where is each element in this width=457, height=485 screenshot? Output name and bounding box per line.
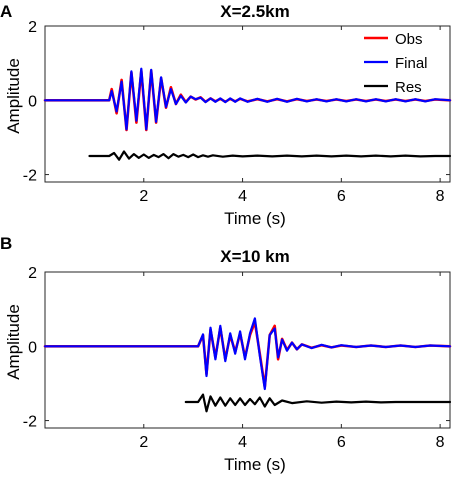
panel-b-y-tick-label: 0: [28, 339, 37, 356]
panel-a-y-tick-label: -2: [23, 168, 37, 185]
panel-a: A X=2.5km 2 4 6 8 -2 0 2 Time (s) Amplitude Ob…: [0, 2, 452, 228]
panel-a-x-tick-label: 4: [238, 188, 247, 205]
panel-a-x-axis-label: Time (s): [224, 209, 286, 228]
panel-b-x-tick-label: 8: [436, 434, 445, 451]
panel-a-legend: Obs Final Res: [364, 31, 428, 96]
panel-b-y-tick-label: 2: [28, 265, 37, 282]
panel-a-x-tick-label: 2: [139, 188, 148, 205]
panel-a-title: X=2.5km: [220, 2, 289, 21]
panel-a-y-tick-label: 0: [28, 93, 37, 110]
panel-a-y-axis-label: Amplitude: [4, 58, 23, 134]
panel-b: B X=10 km 2 4 6 8 -2 0 2 Time (s) Amplitude: [0, 234, 452, 474]
panel-b-label: B: [0, 234, 12, 253]
panel-a-plot-area: 2 4 6 8 -2 0 2: [23, 19, 452, 205]
panel-b-series-res: [184, 393, 452, 413]
panel-a-x-tick-label: 6: [337, 188, 346, 205]
panel-b-y-tick-label: -2: [23, 414, 37, 431]
panel-a-series-res: [88, 150, 452, 161]
panel-b-plot-area: 2 4 6 8 -2 0 2: [23, 265, 452, 451]
panel-b-series-final: [43, 317, 452, 391]
panel-b-y-axis-label: Amplitude: [4, 304, 23, 380]
panel-b-series-obs: [43, 320, 452, 389]
panel-a-y-tick-label: 2: [28, 19, 37, 36]
legend-label-res: Res: [395, 79, 422, 96]
panel-a-series-final: [43, 67, 452, 131]
legend-label-final: Final: [395, 55, 428, 72]
panel-b-x-tick-label: 2: [139, 434, 148, 451]
panel-b-x-axis-label: Time (s): [224, 455, 286, 474]
panel-b-x-tick-label: 4: [238, 434, 247, 451]
panel-a-label: A: [0, 2, 12, 21]
legend-label-obs: Obs: [395, 31, 423, 48]
panel-b-x-tick-label: 6: [337, 434, 346, 451]
panel-a-x-tick-label: 8: [436, 188, 445, 205]
panel-a-axes-frame: [44, 25, 451, 183]
panel-b-title: X=10 km: [220, 247, 289, 266]
panel-b-axes-frame: [44, 271, 451, 429]
